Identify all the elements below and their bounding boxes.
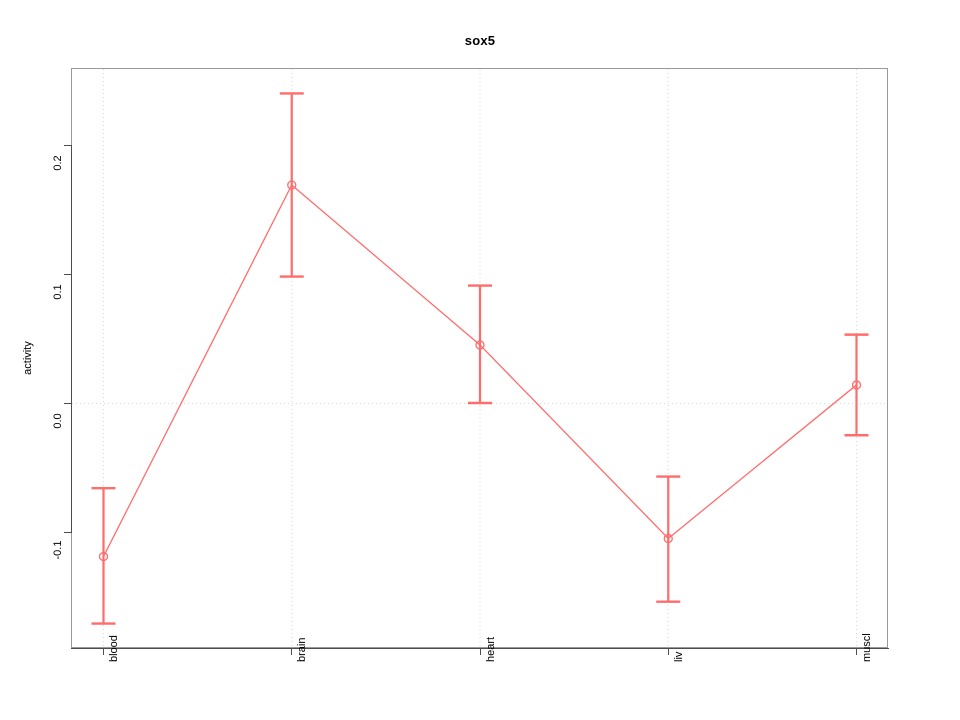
y-tick-label: 0.2 [52,155,64,171]
x-tick-label: muscl [861,633,873,662]
y-axis-label: activity [22,341,34,375]
x-tick-label: heart [484,636,497,662]
y-tick-label: 0.0 [52,413,64,429]
x-tick-label: blood [108,635,120,662]
x-tick-mark [479,648,481,655]
plot-area [71,68,888,648]
y-tick-mark [64,403,71,404]
y-tick-label: -0.1 [52,540,64,560]
x-tick-label: liv [672,651,685,662]
x-tick-mark [667,648,669,655]
chart-title: sox5 [464,33,496,48]
x-tick-mark [291,648,293,655]
y-tick-label: 0.1 [52,284,64,300]
x-tick-mark [103,648,104,655]
x-tick-mark [856,648,857,655]
y-axis-line [71,145,72,533]
y-tick-mark [64,145,71,146]
y-tick-mark [64,532,71,533]
x-tick-label: brain [296,637,309,662]
y-tick-mark [64,274,71,275]
